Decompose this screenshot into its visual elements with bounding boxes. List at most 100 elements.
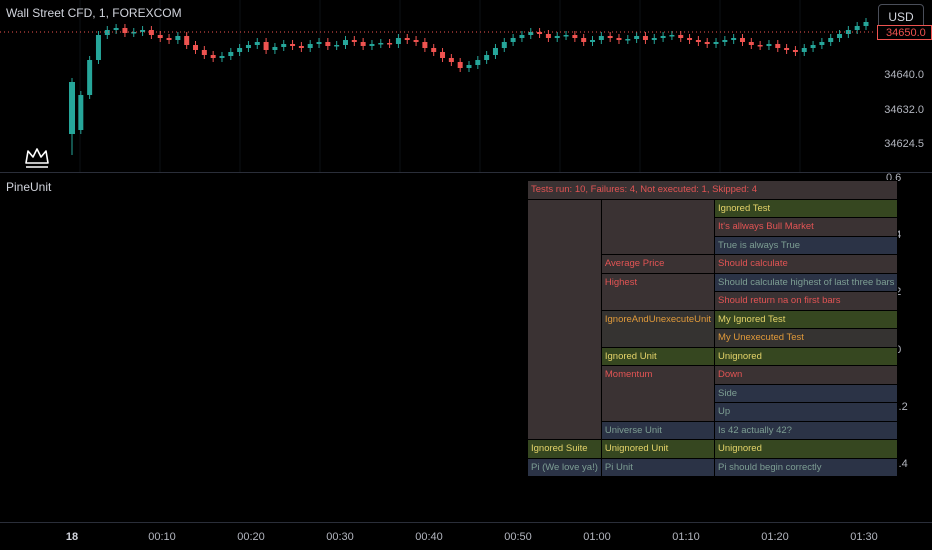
candle-body (501, 42, 507, 48)
candlestick-chart[interactable] (0, 0, 876, 172)
candle-body (95, 35, 101, 60)
symbol-title[interactable]: Wall Street CFD, 1, FOREXCOM (6, 6, 182, 20)
pane-separator[interactable] (0, 172, 932, 173)
candle-body (766, 44, 772, 46)
candle-body (695, 40, 701, 42)
candle-body (466, 65, 472, 68)
candle-body (104, 30, 110, 35)
indicator-title[interactable]: PineUnit (6, 180, 52, 194)
candle-body (193, 45, 199, 50)
candle-body (651, 38, 657, 40)
time-axis-label: 01:10 (672, 531, 700, 543)
candle-body (590, 40, 596, 42)
candle-body (669, 35, 675, 37)
candle-body (484, 55, 490, 60)
candle-body (298, 46, 304, 48)
candle-body (704, 42, 710, 44)
candle-body (422, 42, 428, 48)
unit-cell: Highest (600, 272, 716, 311)
time-axis-label: 01:00 (583, 531, 611, 543)
candle-body (131, 32, 137, 34)
time-axis-label: 00:30 (326, 531, 354, 543)
test-results-table: Tests run: 10, Failures: 4, Not executed… (526, 180, 899, 477)
test-cell: Pi should begin correctly (714, 457, 899, 477)
candle-body (510, 38, 516, 42)
candle-body (837, 34, 843, 38)
test-summary-header: Tests run: 10, Failures: 4, Not executed… (526, 180, 899, 200)
candle-body (775, 44, 781, 48)
candle-body (440, 52, 446, 58)
candle-body (113, 28, 119, 30)
indicator-pane[interactable]: PineUnit (0, 173, 932, 522)
candle-body (316, 42, 322, 44)
unit-cell: Ignored Unit (600, 346, 716, 366)
candle-body (828, 38, 834, 42)
candle-body (342, 40, 348, 45)
candle-body (122, 28, 128, 33)
test-cell: Unignored (714, 346, 899, 366)
candle-body (325, 42, 331, 46)
candle-body (572, 35, 578, 38)
candle-body (642, 36, 648, 40)
candle-body (387, 43, 393, 45)
test-cell: Ignored Test (714, 198, 899, 218)
candle-body (863, 22, 869, 26)
candle-body (598, 36, 604, 40)
candle-body (404, 38, 410, 40)
suite-cell: Pi (We love ya!) (527, 457, 602, 477)
time-axis-label: 00:40 (415, 531, 443, 543)
candle-body (334, 45, 340, 47)
candle-body (545, 34, 551, 38)
candle-body (307, 44, 313, 48)
candle-body (448, 58, 454, 62)
candle-body (228, 52, 234, 56)
candle-body (369, 44, 375, 46)
candle-body (607, 36, 613, 38)
unit-cell (600, 198, 716, 255)
candle-body (660, 36, 666, 38)
unit-cell: Pi Unit (600, 457, 716, 477)
candle-body (854, 26, 860, 30)
candle-body (722, 40, 728, 42)
unit-cell: Universe Unit (600, 420, 716, 440)
candle-body (678, 35, 684, 38)
candle-body (157, 35, 163, 38)
candle-body (395, 38, 401, 44)
candle-body (581, 38, 587, 42)
candle-body (739, 38, 745, 42)
price-chart-pane[interactable]: Wall Street CFD, 1, FOREXCOM USD 34650.0… (0, 0, 932, 172)
unit-cell: IgnoreAndUnexecuteUnit (600, 309, 716, 348)
candle-body (616, 38, 622, 40)
suite-cell: Ignored Suite (527, 439, 602, 459)
candle-body (625, 39, 631, 41)
candle-body (563, 35, 569, 37)
unit-cell: Unignored Unit (600, 439, 716, 459)
time-axis-label: 18 (65, 531, 79, 543)
candle-body (245, 45, 251, 48)
candle-body (413, 40, 419, 42)
test-cell: Up (714, 402, 899, 422)
test-cell: Is 42 actually 42? (714, 420, 899, 440)
candle-body (219, 56, 225, 58)
time-axis-border (0, 522, 932, 523)
test-cell: True is always True (714, 235, 899, 255)
price-label: 34640.0 (884, 69, 924, 81)
suite-cell (527, 198, 602, 440)
candle-body (378, 43, 384, 45)
candle-body (175, 36, 181, 40)
candle-body (263, 42, 269, 50)
candle-body (431, 48, 437, 52)
candle-body (554, 36, 560, 38)
test-cell: It's allways Bull Market (714, 217, 899, 237)
candle-body (713, 42, 719, 44)
candle-body (819, 42, 825, 45)
crown-icon[interactable] (24, 147, 50, 169)
price-label: 34624.5 (884, 138, 924, 150)
test-cell: My Ignored Test (714, 309, 899, 329)
candle-body (519, 35, 525, 38)
candle-body (784, 48, 790, 50)
candle-body (140, 30, 146, 32)
candle-body (290, 44, 296, 46)
candle-body (351, 40, 357, 42)
candle-body (537, 32, 543, 34)
